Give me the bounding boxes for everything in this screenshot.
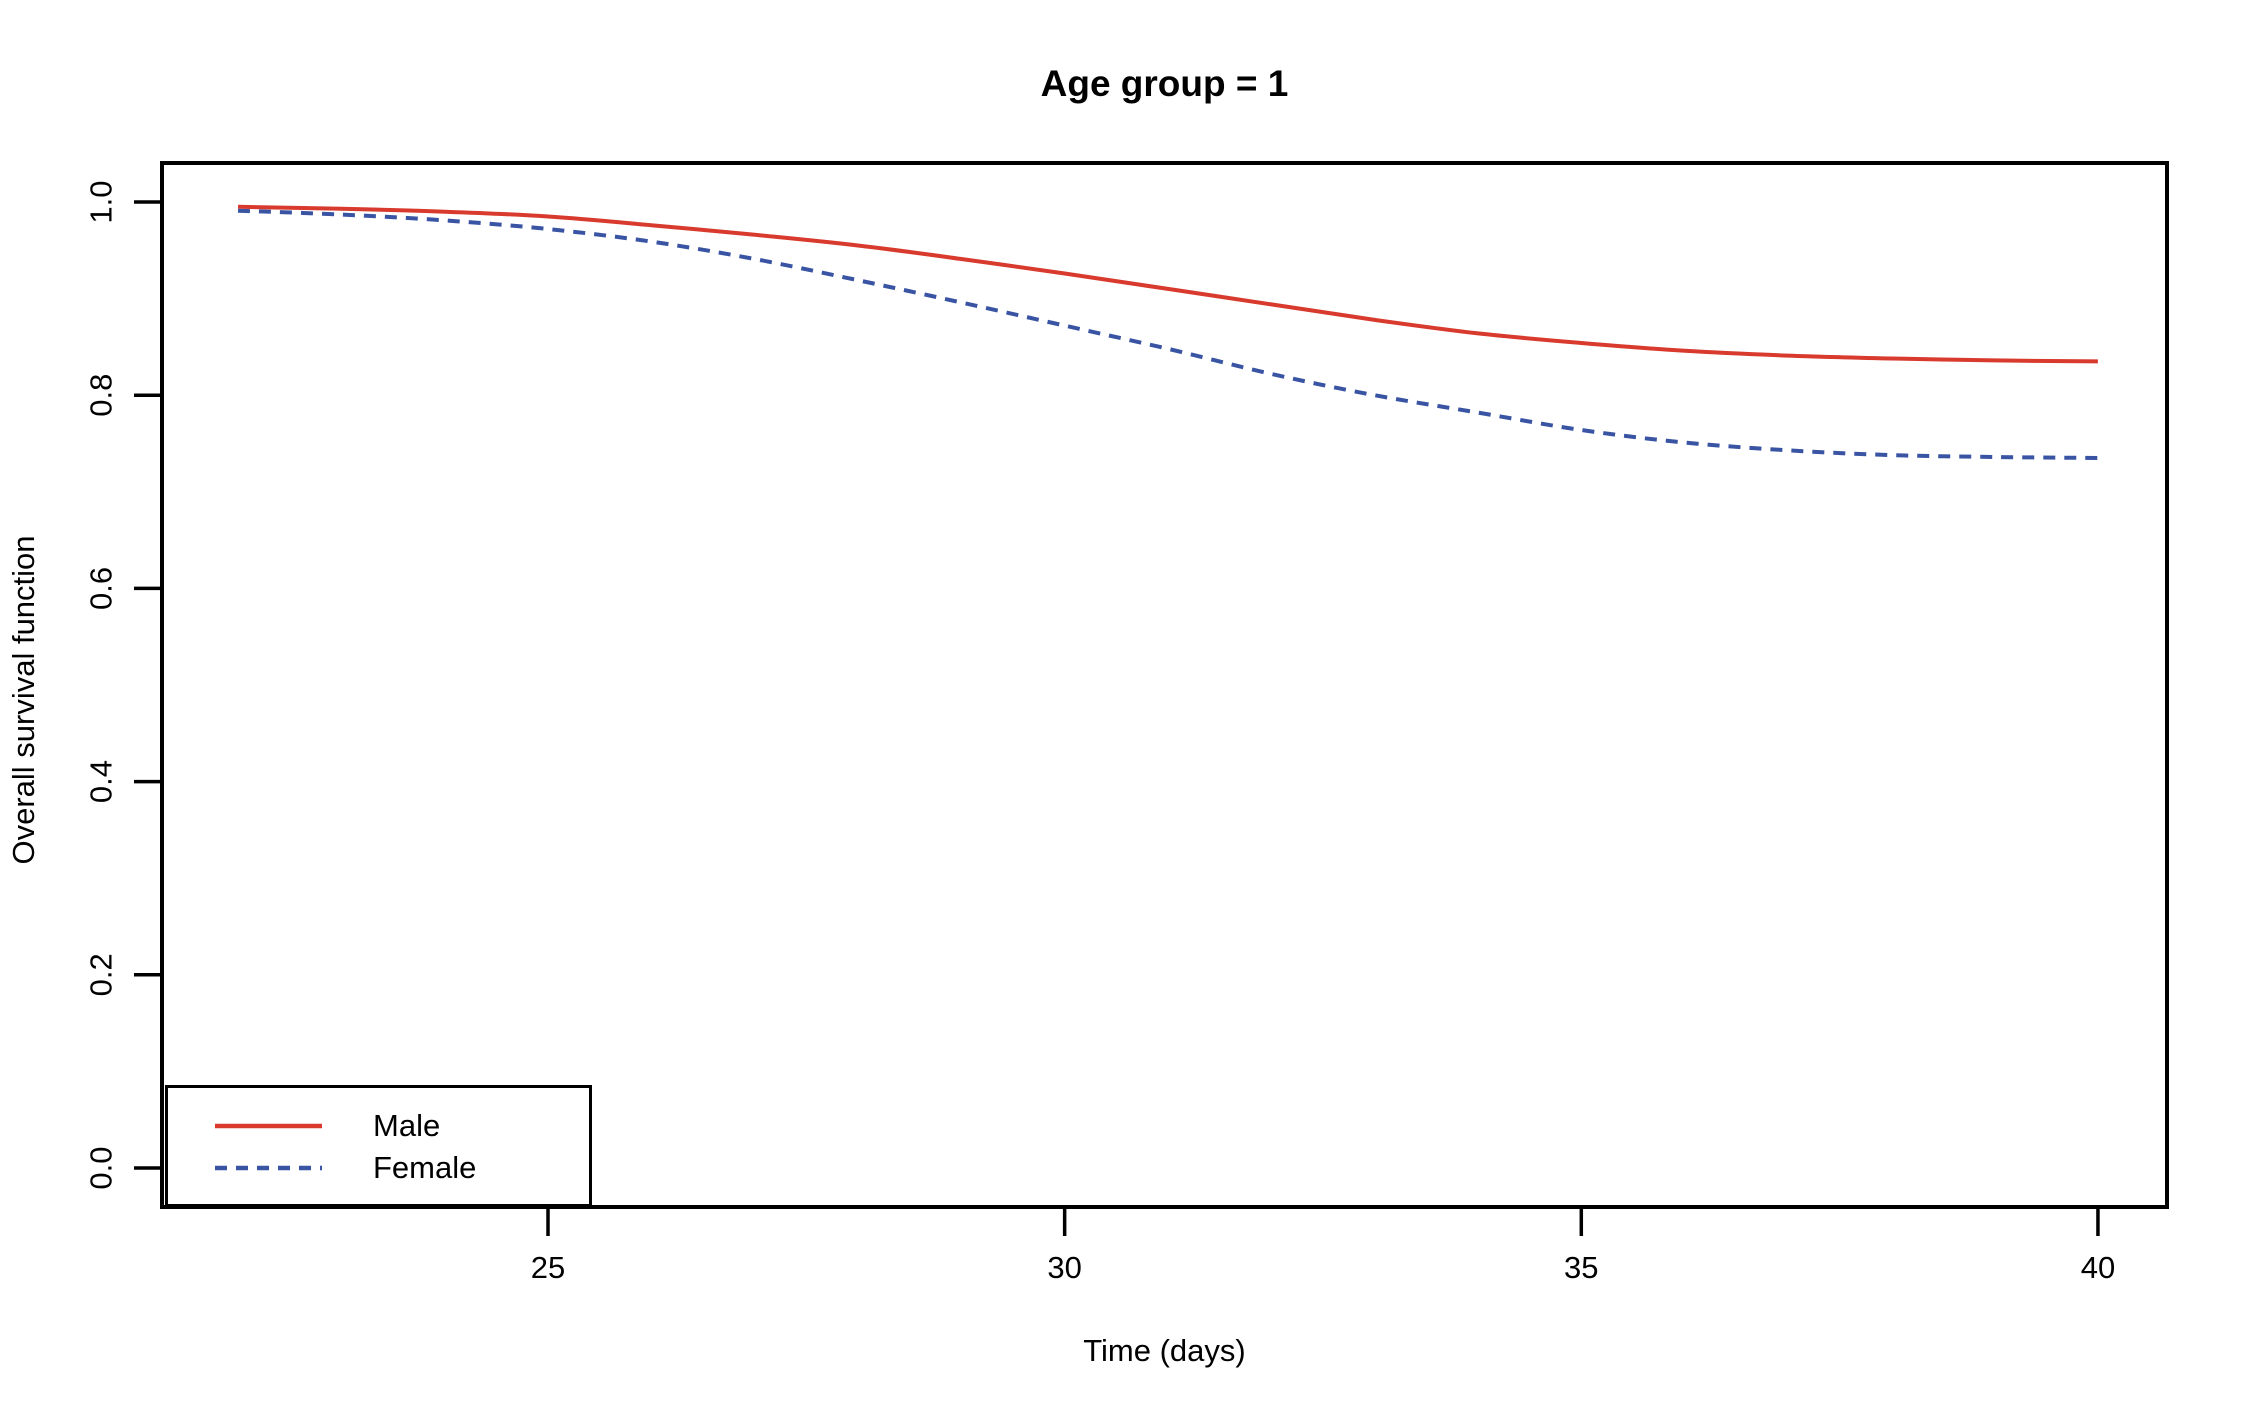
- plot-frame: [160, 161, 2169, 1209]
- female-survival-curve: [237, 208, 2098, 460]
- legend-item-female: Female: [168, 1148, 476, 1188]
- x-axis-title: Time (days): [1083, 1333, 1246, 1368]
- y-tick-label: 1.0: [84, 180, 119, 223]
- legend-label-male: Male: [373, 1108, 441, 1143]
- y-tick-label: 0.4: [84, 760, 119, 803]
- x-tick-label: 40: [2081, 1250, 2115, 1285]
- y-tick-label: 0.8: [84, 374, 119, 417]
- legend-label-female: Female: [373, 1150, 477, 1185]
- legend: Male Female: [165, 1085, 592, 1207]
- male-survival-curve: [237, 204, 2098, 364]
- x-tick-label: 30: [1047, 1250, 1081, 1285]
- x-tick-label: 35: [1564, 1250, 1598, 1285]
- female-line-sample-icon: [215, 1165, 322, 1171]
- y-tick-label: 0.2: [84, 953, 119, 996]
- male-line-sample-icon: [215, 1123, 322, 1129]
- y-tick-label: 0.6: [84, 567, 119, 610]
- x-tick-label: 25: [531, 1250, 565, 1285]
- chart-title: Age group = 1: [1040, 63, 1289, 104]
- y-tick-label: 0.0: [84, 1146, 119, 1189]
- legend-item-male: Male: [168, 1106, 440, 1146]
